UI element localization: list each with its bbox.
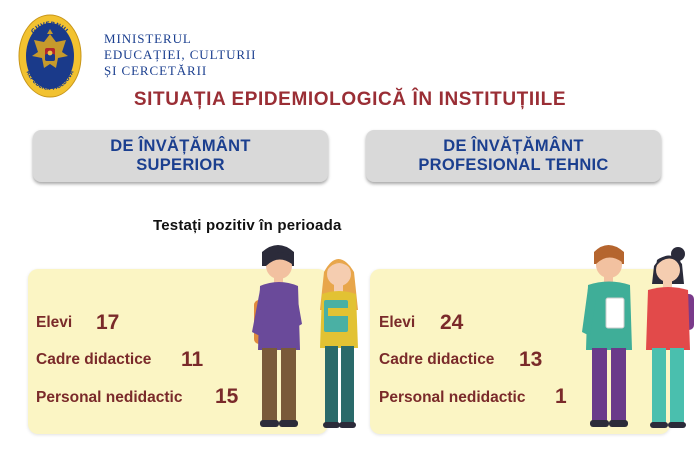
stat-value-cadre-didactice: 13 (519, 348, 543, 371)
student-boy-icon (582, 245, 632, 427)
stat-label-elevi: Elevi (36, 314, 73, 331)
ministry-name-line-1: MINISTERUL (104, 31, 192, 46)
stat-value-personal-nedidactic: 15 (215, 385, 239, 408)
period-label: Testați pozitiv în perioada (153, 217, 342, 234)
student-girl-icon (646, 247, 694, 428)
stat-value-elevi: 17 (96, 311, 120, 334)
stat-label-cadre-didactice: Cadre didactice (36, 351, 152, 368)
institution-superior-line1: DE ÎNVĂȚĂMÂNT (110, 137, 251, 155)
stat-value-cadre-didactice: 11 (181, 348, 204, 371)
institution-tehnic-box: DE ÎNVĂȚĂMÂNT PROFESIONAL TEHNIC (366, 130, 661, 182)
stat-value-elevi: 24 (440, 311, 464, 334)
stat-value-personal-nedidactic: 1 (555, 385, 567, 408)
ministry-name-line-2: EDUCAȚIEI, CULTURII (104, 47, 257, 62)
stat-label-cadre-didactice: Cadre didactice (379, 351, 495, 368)
stat-label-personal-nedidactic: Personal nedidactic (379, 389, 526, 406)
institution-tehnic-line2: PROFESIONAL TEHNIC (418, 156, 609, 174)
ministry-name-line-3: ȘI CERCETĂRII (104, 63, 208, 78)
institution-tehnic-line1: DE ÎNVĂȚĂMÂNT (443, 137, 584, 155)
page-headline: SITUAȚIA EPIDEMIOLOGICĂ ÎN INSTITUȚIILE (133, 89, 567, 110)
government-seal-icon: GUVERNUL REPUBLICII MOLDOVA (18, 14, 82, 98)
stat-label-elevi: Elevi (379, 314, 416, 331)
institution-superior-box: DE ÎNVĂȚĂMÂNT SUPERIOR (33, 130, 328, 182)
stat-label-personal-nedidactic: Personal nedidactic (36, 389, 183, 406)
institution-superior-line2: SUPERIOR (136, 156, 225, 174)
student-boy-icon (252, 245, 302, 427)
student-girl-icon (320, 259, 358, 428)
